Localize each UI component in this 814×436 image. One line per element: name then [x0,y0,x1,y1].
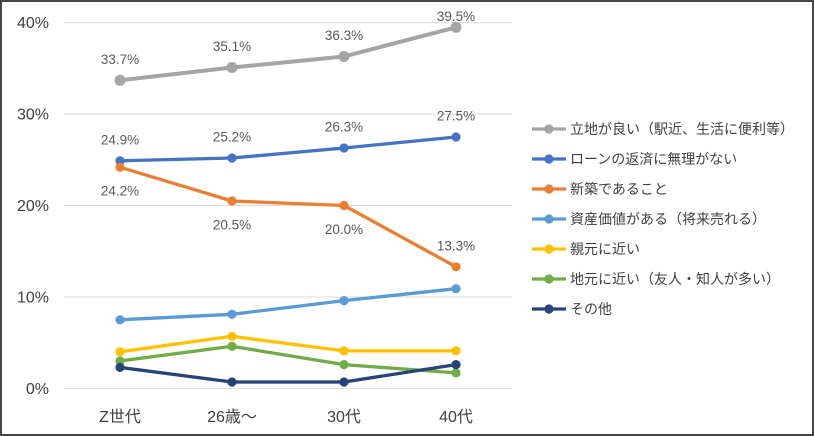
data-label: 25.2% [213,130,251,145]
legend-label: 地元に近い（友人・知人が多い） [570,271,780,287]
legend-marker-icon [532,184,566,194]
series-marker [451,132,461,142]
series-marker [227,377,237,387]
y-axis-tick-label: 40% [17,15,49,32]
legend-label: 新築であること [570,181,668,197]
legend-item: 親元に近い [531,234,794,264]
data-label: 26.3% [325,120,363,135]
series-marker [451,360,461,370]
data-label: 20.0% [325,222,363,237]
legend-label: その他 [570,301,612,317]
legend-marker-icon [532,214,566,224]
legend-item: 資産価値がある（将来売れる） [531,204,794,234]
series-line [118,344,458,375]
legend-marker-icon [532,274,566,284]
legend-marker-icon [532,304,566,314]
legend: 立地が良い（駅近、生活に便利等） ローンの返済に無理がない 新築であること資産価値が… [531,114,794,324]
legend-marker-icon [532,124,566,134]
data-label: 13.3% [437,238,475,253]
data-label: 39.5% [437,9,475,24]
x-axis-category-label: 30代 [327,408,361,426]
legend-item: その他 [531,294,794,324]
y-axis-tick-label: 20% [17,198,49,215]
series-marker [227,309,237,319]
data-label: 36.3% [325,28,363,43]
series-marker [451,262,461,272]
series-line [118,287,458,322]
series-marker [339,296,349,306]
data-label: 33.7% [101,52,139,67]
series-line [118,334,458,354]
x-axis-category-label: Z世代 [99,408,141,426]
data-label: 24.9% [101,132,139,147]
legend-marker-icon [532,154,566,164]
y-axis-tick-label: 0% [26,381,49,398]
series-line [118,165,458,269]
x-axis-category-label: 40代 [439,408,473,426]
series-marker [115,162,125,172]
legend-item: 新築であること [531,174,794,204]
series-marker [115,356,125,366]
legend-label: 立地が良い（駅近、生活に便利等） [570,121,794,137]
data-label: 27.5% [437,109,475,124]
series-marker [226,62,238,73]
series-marker [450,21,462,33]
data-label: 35.1% [213,39,251,54]
series-marker [227,341,237,351]
series-marker [339,377,349,387]
x-axis-category-label: 26歳～ [207,408,257,426]
series-line [118,25,458,83]
legend-label: ローンの返済に無理がない [570,151,738,167]
series-line [118,362,458,384]
legend-item: 地元に近い（友人・知人が多い） [531,264,794,294]
data-label: 24.2% [101,184,139,199]
series-marker [115,347,125,357]
series-marker [227,196,237,206]
series-marker [114,74,126,86]
series-marker [115,156,125,166]
series-marker [451,368,461,378]
series-marker [451,346,461,356]
series-marker [115,362,125,372]
series-marker [451,284,461,294]
legend-label: 資産価値がある（将来売れる） [570,211,766,227]
data-label: 20.5% [213,218,251,233]
legend-label: 親元に近い [570,241,640,257]
series-marker [227,153,237,163]
y-axis-tick-label: 10% [17,290,49,307]
series-marker [339,200,349,211]
series-marker [115,315,125,325]
series-marker [339,346,349,356]
series-marker [227,331,237,341]
series-marker [338,51,350,62]
series-marker [339,360,349,370]
series-marker [339,143,349,153]
legend-marker-icon [532,244,566,254]
legend-item: 立地が良い（駅近、生活に便利等） [531,114,794,144]
legend-item: ローンの返済に無理がない [531,144,794,174]
y-axis-tick-label: 30% [17,107,49,124]
series-line [118,135,458,163]
